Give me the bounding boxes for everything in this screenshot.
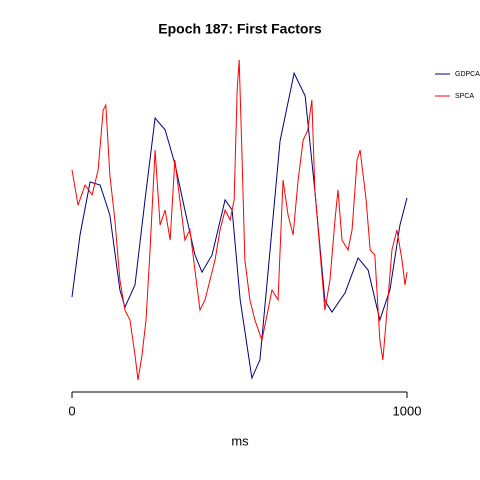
chart-title: Epoch 187: First Factors — [158, 21, 322, 37]
x-tick-label: 1000 — [393, 403, 422, 418]
legend-label: SPCA — [455, 93, 474, 100]
legend-label: GDPCA — [455, 71, 480, 78]
x-axis-label: ms — [231, 433, 249, 448]
series-line — [71, 59, 408, 381]
series-line — [71, 71, 408, 380]
x-tick-label: 0 — [68, 403, 75, 418]
